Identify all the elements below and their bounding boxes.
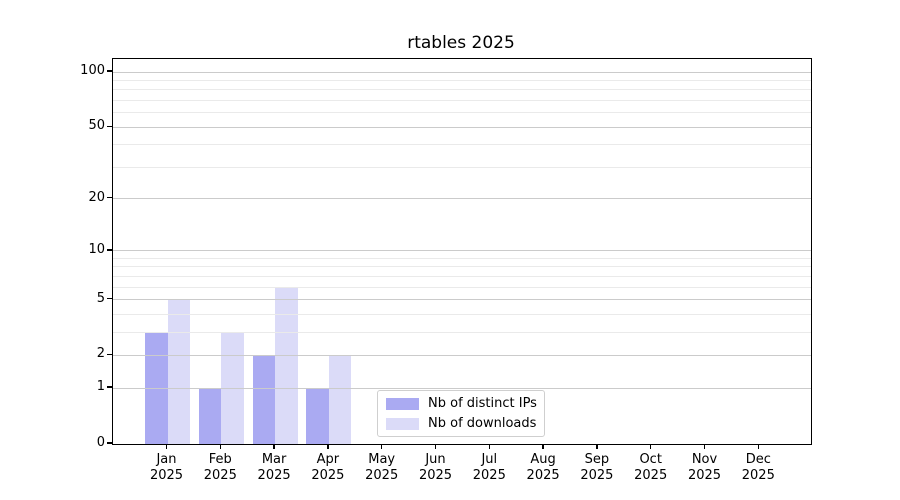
x-tick-label: Dec 2025	[726, 452, 790, 484]
plot-area: Nb of distinct IPs Nb of downloads	[112, 58, 812, 445]
x-tick-label: Jun 2025	[404, 452, 468, 484]
x-tick-label: Feb 2025	[188, 452, 252, 484]
minor-gridline	[113, 166, 811, 168]
chart-title: rtables 2025	[407, 33, 515, 53]
major-gridline	[113, 250, 811, 252]
legend-swatch-downloads	[386, 417, 419, 430]
x-tick-year: 2025	[526, 468, 560, 483]
x-tick-month: May	[368, 452, 396, 467]
x-tick-month: Jun	[425, 452, 446, 467]
legend-label-downloads: Nb of downloads	[428, 416, 537, 431]
legend-entry-downloads: Nb of downloads	[386, 416, 544, 431]
x-tick-mark	[649, 444, 652, 449]
x-tick-month: Feb	[208, 452, 232, 467]
y-tick-label: 1	[96, 379, 105, 395]
x-tick-year: 2025	[687, 468, 722, 483]
x-tick-month: Jan	[156, 452, 177, 467]
x-tick-mark	[703, 444, 706, 449]
x-tick-label: May 2025	[350, 452, 414, 484]
x-tick-mark	[488, 444, 491, 449]
x-tick-year: 2025	[580, 468, 614, 483]
y-tick-mark	[107, 196, 112, 199]
y-tick-mark	[107, 125, 112, 127]
x-tick-label: Sep 2025	[565, 452, 629, 484]
x-tick-year: 2025	[741, 468, 775, 483]
x-tick-month: Sep	[584, 452, 610, 467]
y-tick-mark	[107, 386, 112, 388]
minor-gridline	[113, 80, 811, 82]
minor-gridline	[113, 313, 811, 315]
minor-gridline	[113, 89, 811, 91]
legend-swatch-distinct-ips	[386, 397, 419, 410]
y-tick-mark	[107, 70, 112, 72]
x-tick-year: 2025	[203, 468, 237, 483]
y-tick-mark	[107, 353, 112, 356]
x-tick-month: Aug	[530, 452, 556, 467]
x-tick-year: 2025	[365, 468, 399, 483]
y-tick-label: 0	[96, 435, 105, 450]
minor-gridline	[113, 266, 811, 268]
x-tick-year: 2025	[149, 468, 184, 483]
x-tick-month: Jul	[481, 452, 498, 467]
x-tick-mark	[542, 444, 544, 449]
minor-gridline	[113, 100, 811, 102]
x-tick-year: 2025	[418, 468, 453, 483]
major-gridline	[113, 198, 811, 200]
x-tick-mark	[273, 444, 275, 449]
y-tick-label: 20	[88, 189, 105, 205]
x-tick-label: Jan 2025	[135, 452, 199, 484]
x-tick-year: 2025	[634, 468, 668, 483]
major-gridline	[113, 126, 811, 128]
x-tick-label: Mar 2025	[242, 452, 306, 484]
y-tick-label: 5	[96, 290, 105, 306]
minor-gridline	[113, 112, 811, 114]
x-tick-label: Apr 2025	[296, 452, 360, 484]
major-gridline	[113, 71, 811, 73]
x-tick-mark	[165, 444, 168, 449]
x-tick-month: Dec	[745, 452, 771, 467]
major-gridline	[113, 354, 811, 356]
x-tick-month: Apr	[316, 452, 340, 467]
bar-jan-series1	[167, 299, 190, 444]
x-tick-month: Oct	[639, 452, 662, 467]
bar-apr-series1	[328, 355, 352, 444]
major-gridline	[113, 387, 811, 389]
x-tick-label: Nov 2025	[673, 452, 737, 484]
minor-gridline	[113, 144, 811, 146]
minor-gridline	[113, 286, 811, 288]
x-tick-year: 2025	[257, 468, 291, 483]
x-tick-mark	[596, 444, 598, 449]
y-tick-label: 10	[88, 241, 105, 257]
y-tick-label: 100	[80, 63, 105, 79]
x-tick-mark	[434, 444, 437, 449]
legend-label-distinct-ips: Nb of distinct IPs	[428, 396, 537, 411]
legend-entry-distinct-ips: Nb of distinct IPs	[386, 396, 544, 411]
legend: Nb of distinct IPs Nb of downloads	[377, 390, 545, 437]
bar-apr-series0	[306, 388, 329, 444]
x-tick-year: 2025	[472, 468, 506, 483]
y-tick-mark	[107, 442, 112, 444]
x-tick-label: Jul 2025	[457, 452, 521, 484]
bar-mar-series1	[275, 287, 298, 444]
x-tick-mark	[757, 444, 760, 449]
x-tick-month: Mar	[261, 452, 287, 467]
minor-gridline	[113, 258, 811, 259]
y-tick-label: 50	[88, 118, 105, 134]
x-tick-mark	[380, 444, 383, 449]
bar-mar-series0	[252, 355, 276, 444]
y-tick-mark	[107, 249, 112, 251]
x-tick-month: Nov	[691, 452, 718, 467]
minor-gridline	[113, 331, 811, 333]
x-tick-year: 2025	[311, 468, 345, 483]
y-tick-mark	[107, 297, 112, 300]
x-tick-label: Oct 2025	[619, 452, 683, 484]
bar-feb-series0	[198, 388, 222, 444]
x-tick-label: Aug 2025	[511, 452, 575, 484]
minor-gridline	[113, 275, 811, 277]
x-tick-mark	[327, 444, 329, 449]
y-tick-label: 2	[96, 346, 105, 362]
major-gridline	[113, 299, 811, 301]
x-tick-mark	[219, 444, 222, 449]
